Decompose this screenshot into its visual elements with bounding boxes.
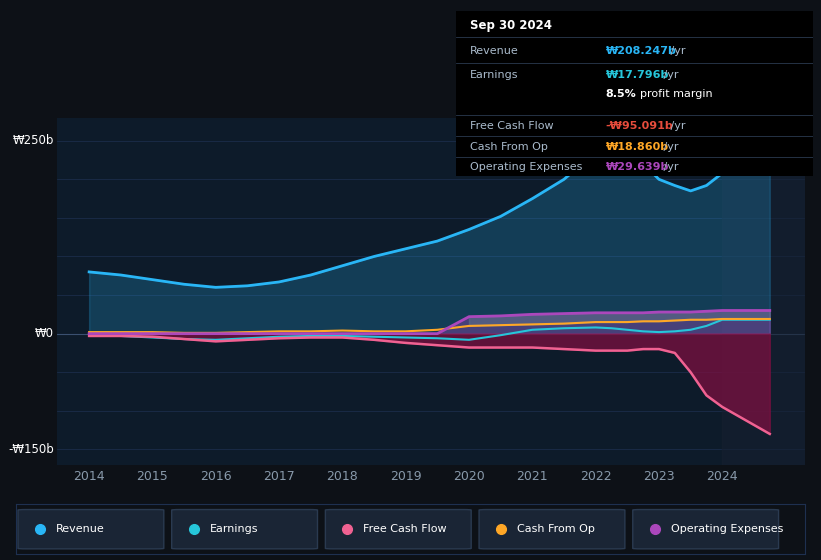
Text: ₩250b: ₩250b <box>12 134 53 147</box>
Text: -₩95.091b: -₩95.091b <box>606 121 673 131</box>
Text: Operating Expenses: Operating Expenses <box>671 524 783 534</box>
Text: /yr: /yr <box>667 121 686 131</box>
Text: 8.5%: 8.5% <box>606 89 636 99</box>
Text: ₩0: ₩0 <box>34 327 53 340</box>
Text: Operating Expenses: Operating Expenses <box>470 162 582 172</box>
FancyBboxPatch shape <box>325 510 471 549</box>
Text: ₩17.796b: ₩17.796b <box>606 70 669 80</box>
Text: Cash From Op: Cash From Op <box>470 142 548 152</box>
Text: Sep 30 2024: Sep 30 2024 <box>470 18 552 32</box>
Text: Revenue: Revenue <box>56 524 104 534</box>
FancyBboxPatch shape <box>172 510 318 549</box>
Text: Cash From Op: Cash From Op <box>517 524 594 534</box>
Text: ₩18.860b: ₩18.860b <box>606 142 669 152</box>
FancyBboxPatch shape <box>633 510 778 549</box>
Text: -₩150b: -₩150b <box>8 443 53 456</box>
FancyBboxPatch shape <box>479 510 625 549</box>
Text: /yr: /yr <box>667 46 686 56</box>
FancyBboxPatch shape <box>18 510 164 549</box>
Text: /yr: /yr <box>660 142 678 152</box>
Text: ₩208.247b: ₩208.247b <box>606 46 677 56</box>
Text: Revenue: Revenue <box>470 46 519 56</box>
Text: profit margin: profit margin <box>640 89 712 99</box>
Text: ₩29.639b: ₩29.639b <box>606 162 669 172</box>
Bar <box>722 118 805 465</box>
Text: /yr: /yr <box>660 70 678 80</box>
Text: Earnings: Earnings <box>209 524 258 534</box>
Text: Free Cash Flow: Free Cash Flow <box>363 524 447 534</box>
Text: /yr: /yr <box>660 162 678 172</box>
Text: Earnings: Earnings <box>470 70 518 80</box>
Text: Free Cash Flow: Free Cash Flow <box>470 121 553 131</box>
